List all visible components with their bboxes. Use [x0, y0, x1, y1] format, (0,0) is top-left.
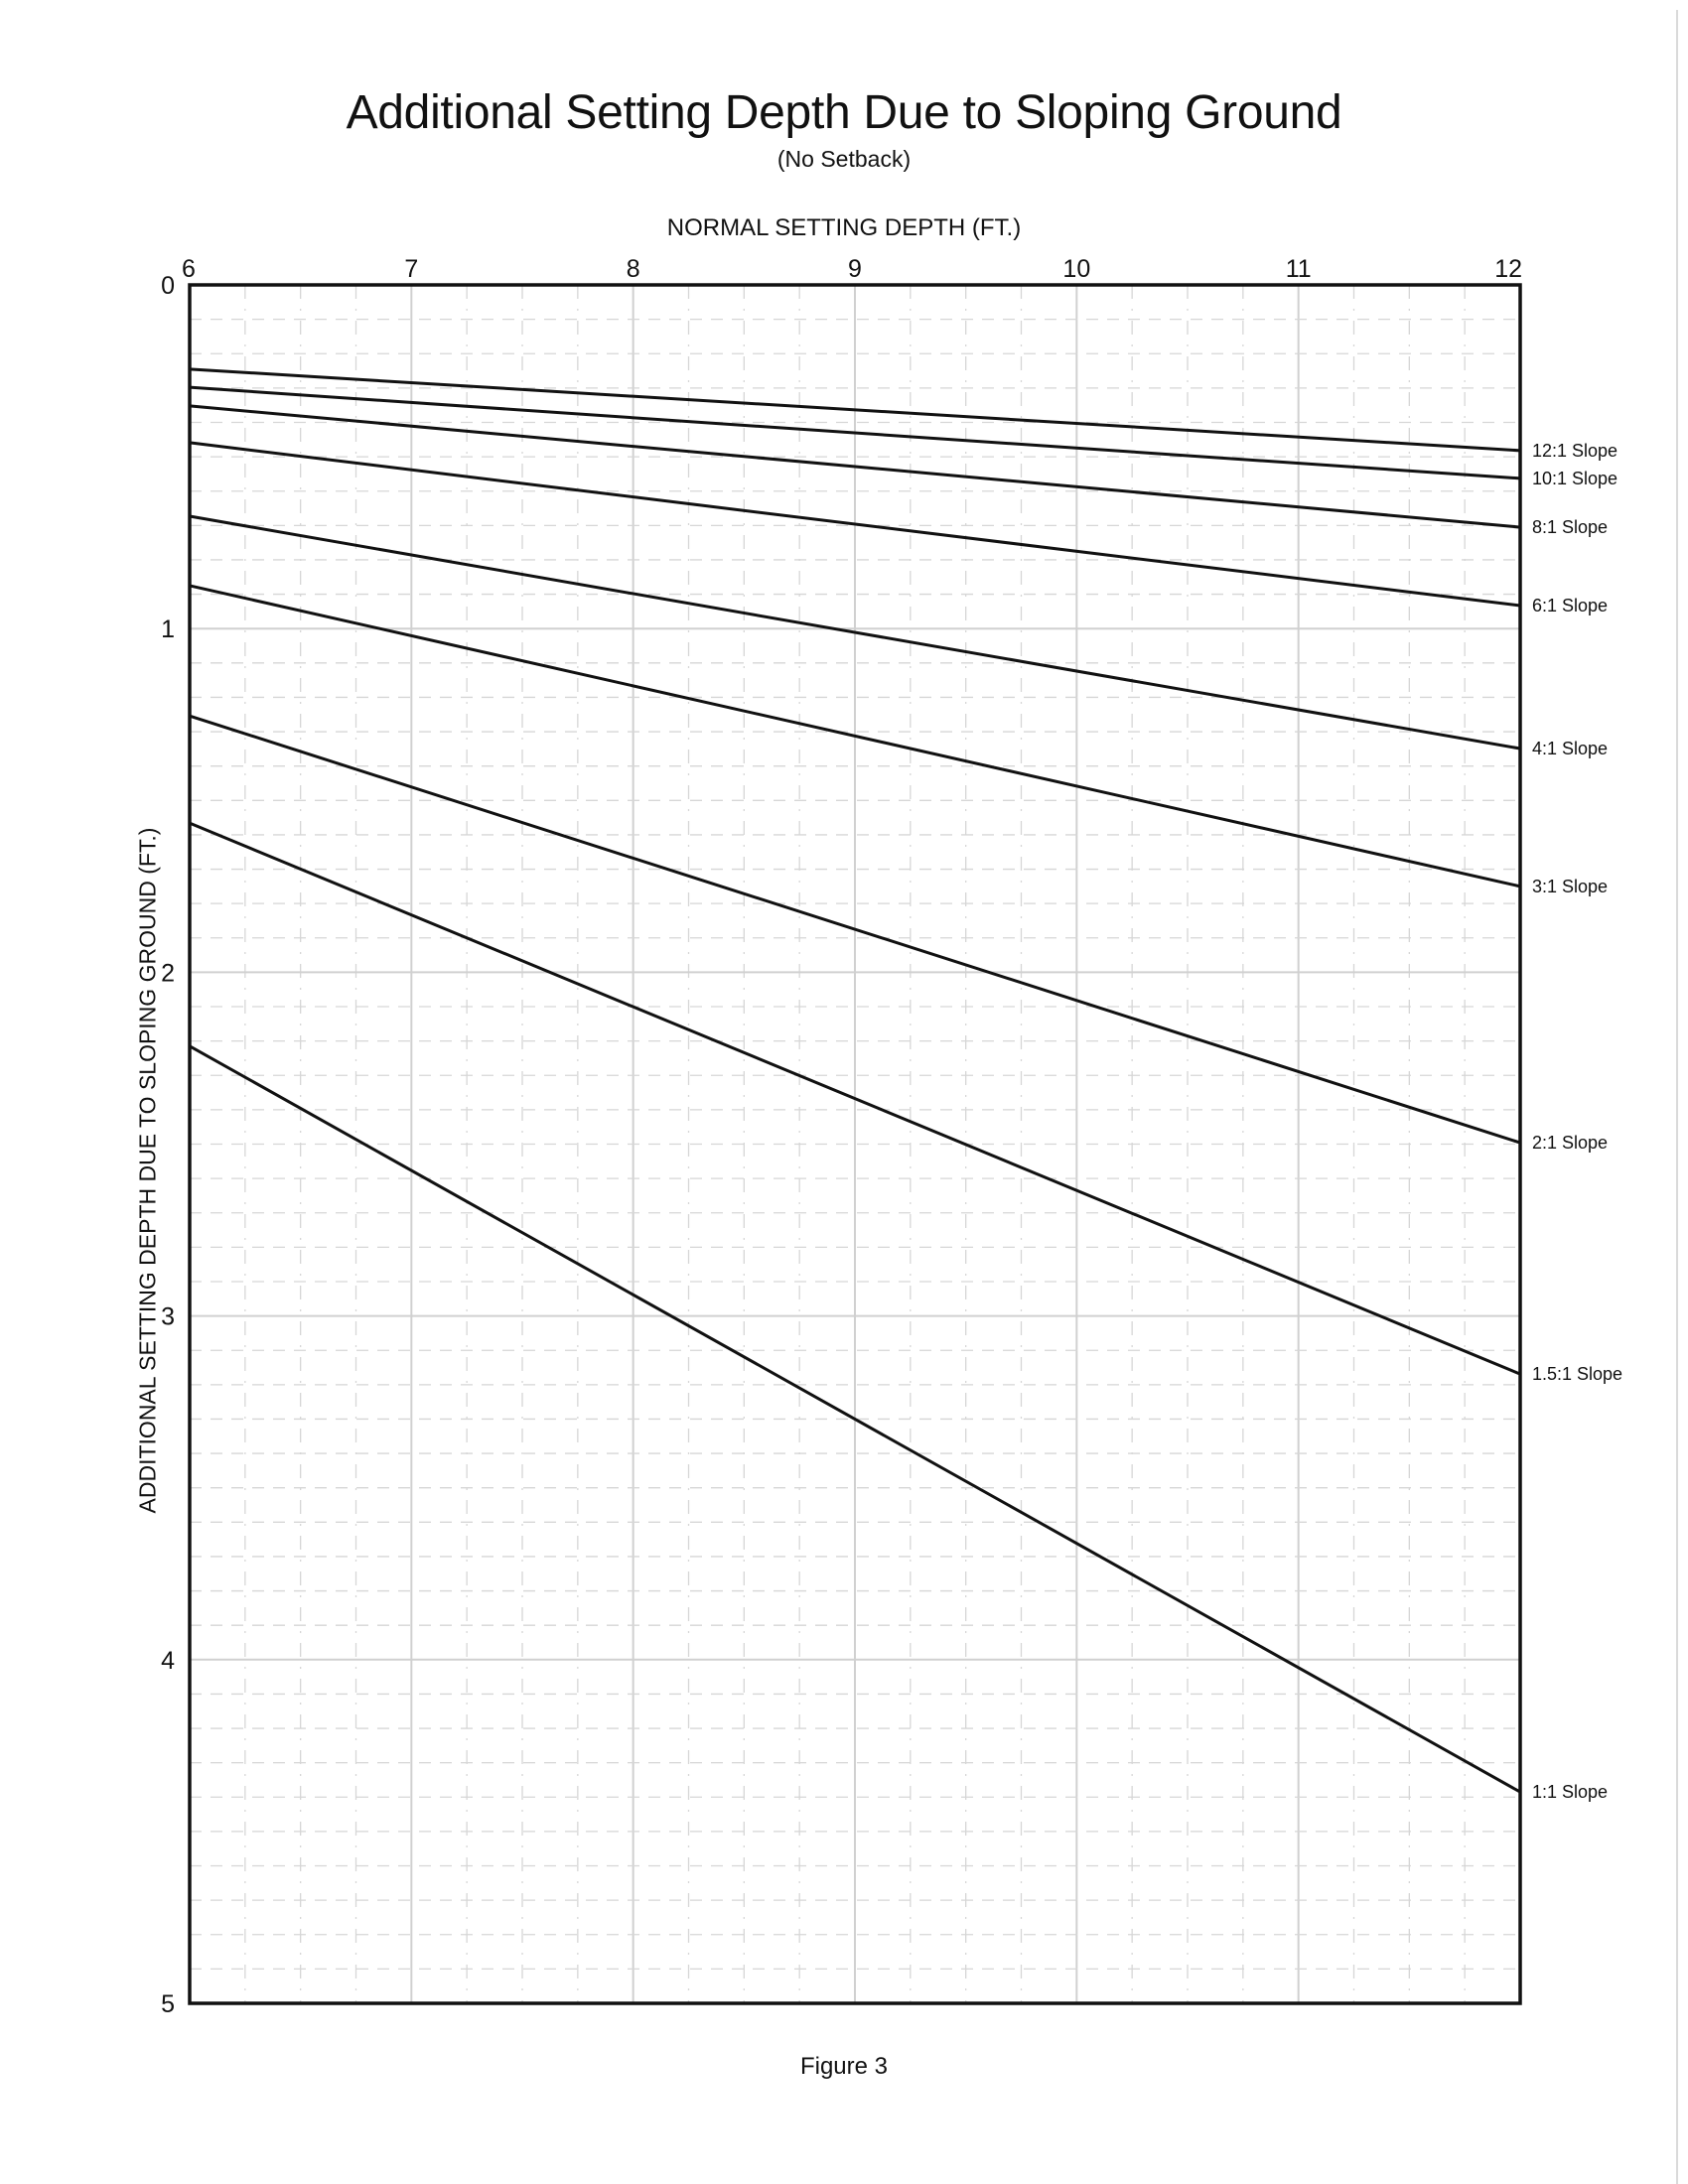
y-tick-label: 1	[161, 615, 175, 643]
slope-labels: 12:1 Slope 10:1 Slope 8:1 Slope 6:1 Slope 4:…	[1532, 441, 1622, 1802]
x-tick-label: 12	[1494, 255, 1522, 283]
y-tick-label: 0	[161, 272, 175, 300]
slope-line	[189, 584, 1521, 888]
slope-label: 1:1 Slope	[1532, 1782, 1608, 1802]
data-series	[189, 367, 1521, 1794]
chart-subtitle: (No Setback)	[776, 146, 912, 172]
slope-line	[189, 714, 1521, 1145]
y-tick-labels: 0 1 2 3 4 5	[161, 272, 175, 2018]
slope-line	[189, 821, 1521, 1376]
y-tick-label: 2	[161, 959, 175, 987]
slope-line	[189, 385, 1521, 480]
slope-label: 3:1 Slope	[1532, 877, 1608, 896]
slope-label: 2:1 Slope	[1532, 1133, 1608, 1153]
page-edge-line	[1676, 10, 1678, 2184]
slope-line	[189, 441, 1521, 608]
x-tick-label: 8	[627, 255, 640, 283]
slope-label: 6:1 Slope	[1532, 596, 1608, 615]
plot-frame	[188, 283, 1522, 2005]
slope-line	[189, 514, 1521, 751]
slope-label: 12:1 Slope	[1532, 441, 1618, 461]
chart-title: Additional Setting Depth Due to Sloping …	[346, 86, 1342, 139]
y-tick-label: 3	[161, 1303, 175, 1331]
x-tick-label: 7	[404, 255, 418, 283]
grid	[189, 284, 1521, 2004]
slope-label: 8:1 Slope	[1532, 517, 1608, 537]
x-tick-label: 9	[848, 255, 862, 283]
slope-line	[189, 1044, 1521, 1794]
slope-label: 10:1 Slope	[1532, 469, 1618, 488]
x-axis-label: NORMAL SETTING DEPTH (FT.)	[666, 214, 1022, 241]
slope-line	[189, 404, 1521, 529]
y-tick-label: 4	[161, 1647, 175, 1675]
figure-caption: Figure 3	[799, 2053, 889, 2080]
slope-line	[189, 367, 1521, 453]
x-tick-label: 11	[1286, 255, 1312, 283]
x-tick-labels: 6 7 8 9 10 11 12	[182, 255, 1522, 283]
x-tick-label: 6	[182, 255, 196, 283]
y-tick-label: 5	[161, 1990, 175, 2018]
x-tick-label: 10	[1062, 255, 1090, 283]
slope-label: 4:1 Slope	[1532, 739, 1608, 758]
slope-label: 1.5:1 Slope	[1532, 1364, 1622, 1384]
